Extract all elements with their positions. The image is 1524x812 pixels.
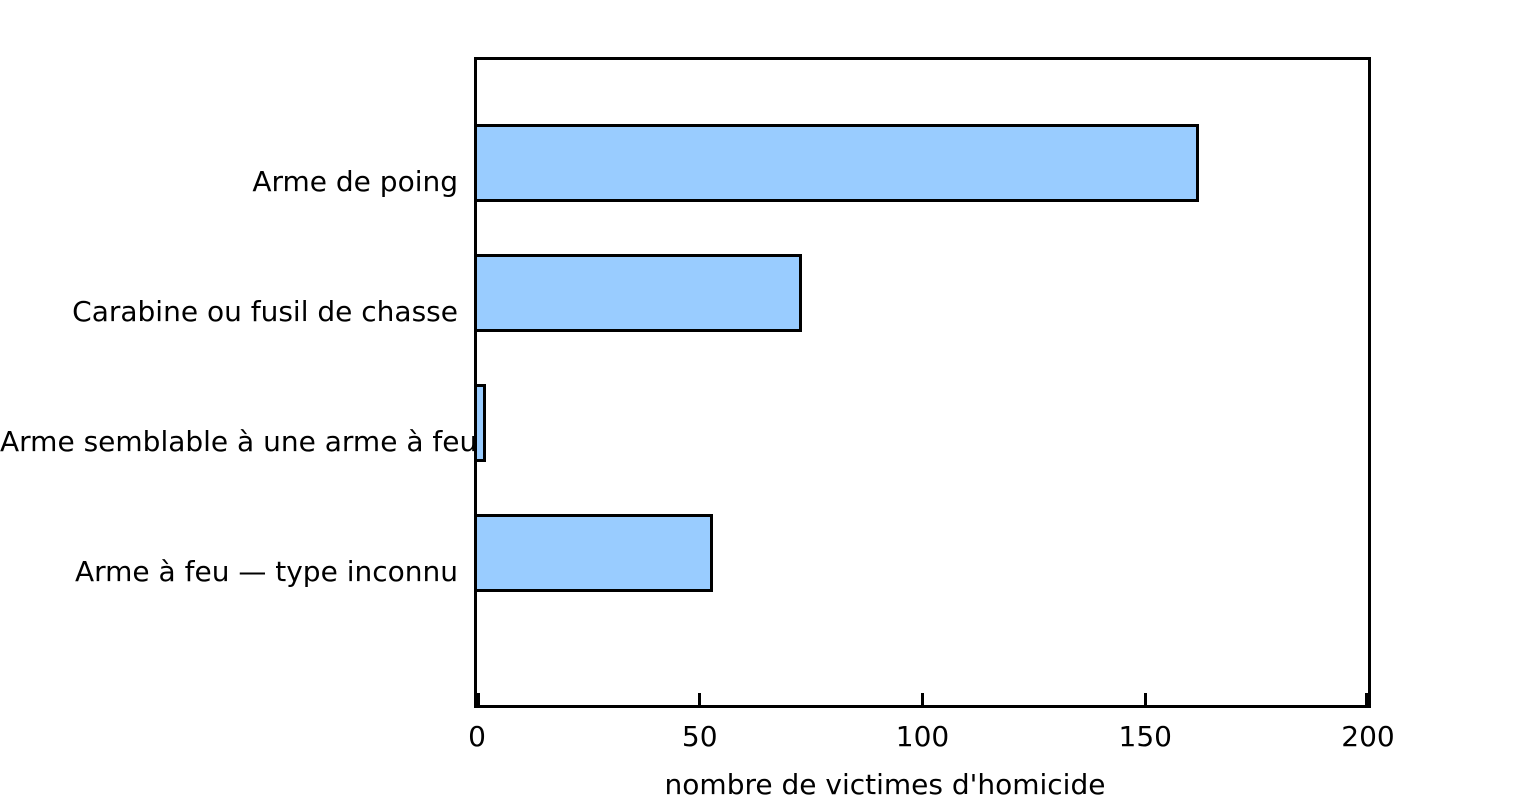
category-label: Arme de poing [252,164,458,198]
bar [477,514,714,592]
x-axis-tick [1365,693,1368,705]
x-axis-tick [477,693,480,705]
x-axis-tick [921,693,924,705]
x-axis-tick-label: 200 [1341,720,1395,753]
x-axis-tick [698,693,702,705]
category-label: Arme semblable à une arme à feu [0,424,478,458]
category-label: Arme à feu — type inconnu [74,554,458,588]
bar [477,254,803,332]
x-axis-tick [1143,693,1147,705]
category-label: Carabine ou fusil de chasse [72,294,458,328]
bar [477,384,486,462]
x-axis-tick-label: 50 [681,720,718,753]
bar [477,124,1199,202]
x-axis-tick-label: 0 [468,720,486,753]
x-axis-tick-label: 150 [1118,720,1172,753]
plot-area [474,57,1371,708]
x-axis-title: nombre de victimes d'homicide [664,768,1106,801]
x-axis-tick-label: 100 [895,720,950,753]
